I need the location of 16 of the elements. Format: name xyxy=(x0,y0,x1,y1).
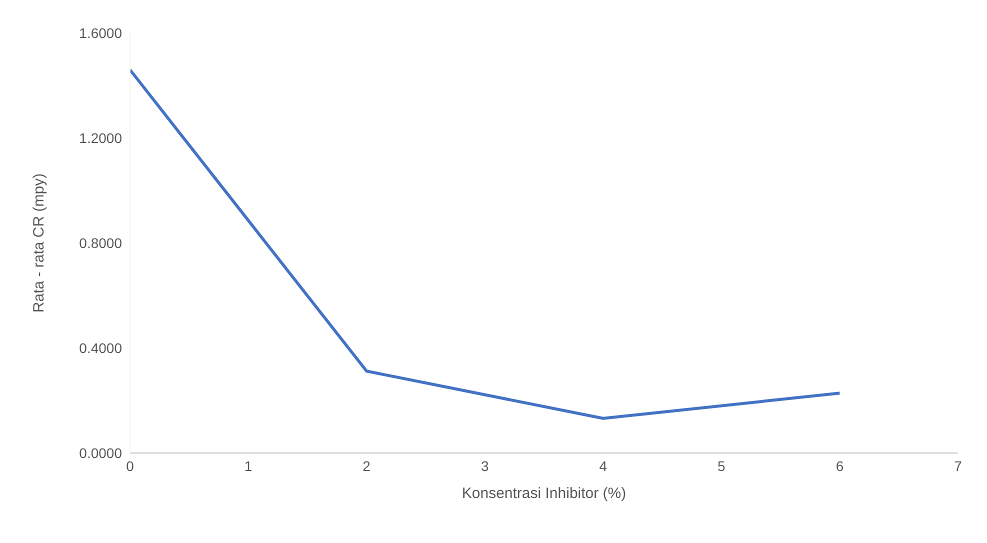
line-series xyxy=(130,68,842,420)
y-tick-label: 0.8000 xyxy=(79,234,122,251)
y-tick-label: 0.4000 xyxy=(79,340,122,356)
y-tick-label: 0.0000 xyxy=(79,444,122,461)
y-axis-title: Rata - rata CR (mpy) xyxy=(30,173,48,313)
x-tick-label: 6 xyxy=(836,458,844,474)
x-tick-label: 2 xyxy=(362,458,371,474)
x-tick-label: 5 xyxy=(718,458,726,474)
x-tick-label: 0 xyxy=(126,458,134,474)
x-tick-label: 3 xyxy=(480,458,489,474)
x-axis-title: Konsentrasi Inhibitor (%) xyxy=(462,485,626,502)
y-tick-label: 1.2000 xyxy=(79,130,122,146)
x-tick-label: 1 xyxy=(244,458,252,474)
y-tick-label: 1.6000 xyxy=(79,24,122,41)
x-tick-label: 7 xyxy=(954,458,962,474)
x-tick-label: 4 xyxy=(599,458,608,474)
